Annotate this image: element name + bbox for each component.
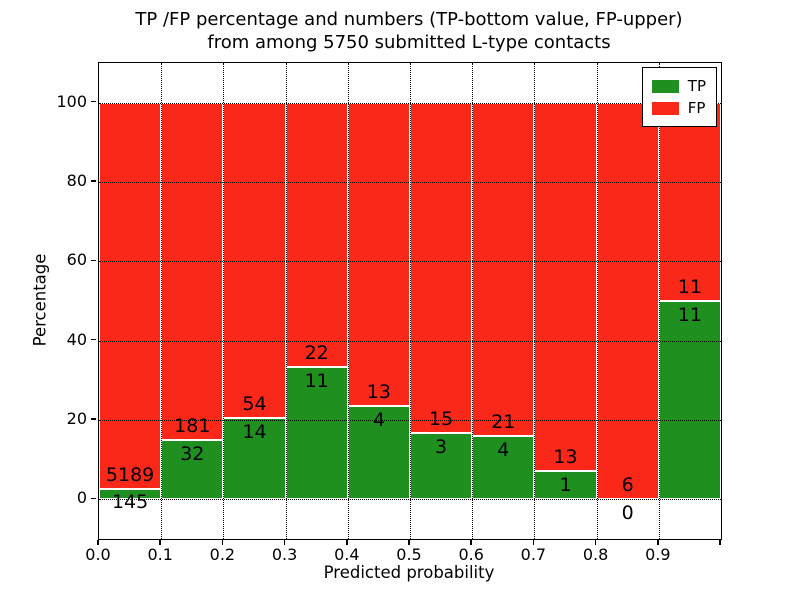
grid-line-vertical (285, 63, 287, 539)
x-tick-mark (532, 540, 535, 545)
legend-item: FP (651, 97, 706, 119)
legend: TP FP (641, 67, 717, 127)
grid-line-horizontal (99, 499, 721, 501)
legend-item: TP (651, 75, 706, 97)
tp-count-label: 0 (621, 502, 634, 525)
legend-label: FP (687, 98, 706, 117)
x-tick-mark (221, 540, 224, 545)
plot-area: 5189 145 181 32 54 14 22 11 13 4 15 3 21 4 13 1 6 0 11 11 T… (98, 62, 722, 540)
grid-line-vertical (410, 63, 411, 539)
chart-title: TP /FP percentage and numbers (TP-bottom… (98, 8, 720, 54)
bar-segment-tp (285, 367, 348, 500)
bar-segment-fp (472, 102, 535, 436)
y-tick-label: 60 (66, 250, 87, 270)
x-tick-label: 0.4 (334, 545, 360, 564)
fp-count-label: 21 (491, 410, 516, 433)
x-axis-label: Predicted probability (323, 563, 495, 582)
bar-segment-fp (223, 102, 286, 418)
y-tick-label: 100 (56, 91, 87, 111)
y-tick-mark (91, 180, 96, 182)
tp-count-label: 3 (435, 436, 448, 459)
legend-swatch-tp (651, 79, 679, 93)
fp-count-label: 22 (304, 342, 329, 365)
x-tick-label: 0.8 (582, 545, 609, 564)
y-tick-mark (91, 497, 96, 500)
tp-count-label: 4 (497, 438, 510, 461)
grid-line-horizontal (99, 340, 721, 342)
x-tick-label: 0.9 (645, 545, 671, 564)
legend-label: TP (687, 76, 706, 95)
chart-title-line1: TP /FP percentage and numbers (TP-bottom… (135, 9, 683, 30)
bar-segment-tp (99, 488, 162, 500)
bar-segment-tp (534, 471, 597, 500)
bar-segment-fp (596, 102, 659, 500)
legend-swatch-fp (651, 101, 679, 115)
fp-count-label: 13 (366, 381, 391, 404)
grid-line-horizontal (99, 261, 721, 263)
x-tick-mark (97, 540, 99, 545)
grid-line-horizontal (99, 102, 721, 104)
x-tick-mark (594, 540, 597, 545)
bar-segment-fp (347, 102, 410, 406)
fp-count-label: 11 (677, 276, 702, 299)
x-tick-mark (159, 540, 161, 545)
x-tick-label: 0.0 (85, 545, 111, 564)
grid-line-vertical (223, 63, 225, 539)
x-tick-mark (283, 540, 286, 545)
x-tick-mark (470, 540, 472, 545)
tp-count-label: 32 (180, 442, 205, 465)
bar-segment-tp (347, 406, 410, 500)
grid-line-vertical (161, 63, 163, 539)
y-tick-label: 80 (66, 171, 87, 190)
bar-segment-fp (410, 102, 473, 434)
y-tick-label: 0 (76, 488, 87, 508)
fp-count-label: 181 (174, 414, 211, 437)
fp-count-label: 54 (242, 392, 267, 415)
x-tick-label: 0.6 (458, 545, 484, 564)
grid-line-vertical (658, 63, 660, 539)
x-tick-mark (346, 540, 348, 545)
bar-segment-fp (534, 102, 597, 471)
grid-line-vertical (596, 63, 598, 539)
grid-line-vertical (534, 63, 536, 539)
grid-line-horizontal (99, 182, 721, 183)
grid-line-vertical (472, 63, 474, 539)
x-tick-mark (719, 540, 721, 545)
x-tick-mark (408, 540, 410, 545)
y-tick-mark (91, 418, 96, 420)
fp-count-label: 13 (553, 446, 578, 469)
tp-count-label: 1 (559, 473, 572, 496)
tp-count-label: 11 (304, 369, 329, 392)
x-tick-label: 0.2 (209, 545, 236, 564)
fp-count-label: 15 (429, 408, 454, 431)
bar-segment-fp (161, 102, 224, 440)
tp-count-label: 11 (677, 303, 702, 326)
y-tick-mark (91, 259, 96, 262)
bar-segment-tp (658, 301, 721, 500)
y-tick-mark (91, 338, 96, 341)
x-tick-mark (657, 540, 659, 545)
x-tick-label: 0.1 (147, 545, 173, 564)
grid-line-vertical (347, 63, 349, 539)
chart-title-line2: from among 5750 submitted L-type contact… (207, 32, 611, 53)
bar-segment-fp (99, 102, 162, 489)
y-tick-mark (91, 100, 96, 103)
fp-count-label: 6 (621, 474, 634, 497)
bar-segment-tp (223, 417, 286, 500)
x-tick-label: 0.7 (520, 545, 547, 564)
grid-line-horizontal (99, 420, 721, 421)
bar-segment-fp (658, 102, 721, 301)
y-tick-label: 40 (66, 329, 87, 349)
tp-count-label: 14 (242, 420, 267, 443)
bar-segment-fp (285, 102, 348, 368)
x-tick-label: 0.5 (396, 545, 422, 564)
x-tick-label: 0.3 (271, 545, 298, 564)
tp-count-label: 4 (372, 408, 385, 431)
fp-count-label: 5189 (105, 463, 155, 486)
y-tick-label: 20 (66, 409, 87, 428)
tp-count-label: 145 (111, 491, 149, 514)
